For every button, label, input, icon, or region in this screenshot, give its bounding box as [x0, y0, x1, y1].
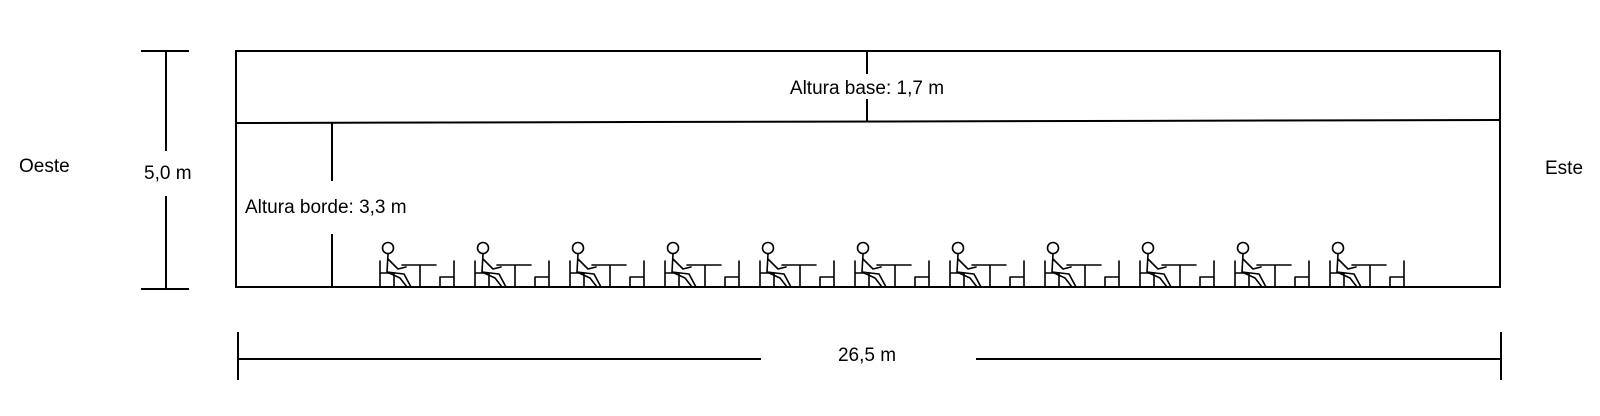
chair: [854, 260, 870, 288]
height-dimension-label: 5,0 m: [144, 163, 192, 184]
chair: [474, 260, 490, 288]
empty-chair: [439, 260, 455, 288]
desk: [876, 264, 912, 288]
empty-chair: [914, 260, 930, 288]
person-body: [671, 253, 697, 288]
seated-person-at-desk-icon: [1329, 241, 1405, 288]
empty-chair: [1199, 260, 1215, 288]
ceiling-slope-line: [235, 119, 1501, 124]
empty-chair: [534, 260, 550, 288]
desk: [591, 264, 627, 288]
person-head: [761, 241, 775, 255]
desk: [686, 264, 722, 288]
chair: [1139, 260, 1155, 288]
person-head: [951, 241, 965, 255]
chair: [1329, 260, 1345, 288]
person-body: [481, 253, 507, 288]
person-head: [381, 241, 395, 255]
empty-chair: [819, 260, 835, 288]
width-dimension-label: 26,5 m: [838, 345, 896, 366]
seated-person-at-desk-icon: [1234, 241, 1310, 288]
person-body: [1241, 253, 1267, 288]
seating-row: [379, 241, 1405, 288]
empty-chair: [1009, 260, 1025, 288]
empty-chair: [629, 260, 645, 288]
empty-chair: [1104, 260, 1120, 288]
desk: [1351, 264, 1387, 288]
seated-person-at-desk-icon: [1044, 241, 1120, 288]
desk: [1256, 264, 1292, 288]
chair: [759, 260, 775, 288]
seated-person-at-desk-icon: [569, 241, 645, 288]
desk: [971, 264, 1007, 288]
person-body: [1336, 253, 1362, 288]
person-body: [861, 253, 887, 288]
person-body: [956, 253, 982, 288]
desk: [1161, 264, 1197, 288]
person-head: [1046, 241, 1060, 255]
chair: [1234, 260, 1250, 288]
person-body: [1051, 253, 1077, 288]
person-head: [666, 241, 680, 255]
edge-height-marker: Altura borde: 3,3 m: [245, 123, 407, 287]
person-body: [386, 253, 412, 288]
person-body: [766, 253, 792, 288]
person-head: [1331, 241, 1345, 255]
chair: [949, 260, 965, 288]
west-label: Oeste: [19, 156, 70, 177]
base-height-marker: Altura base: 1,7 m: [790, 51, 944, 121]
width-dimension: 26,5 m: [237, 332, 1502, 380]
person-head: [1141, 241, 1155, 255]
desk: [1066, 264, 1102, 288]
person-body: [1146, 253, 1172, 288]
seated-person-at-desk-icon: [759, 241, 835, 288]
chair: [569, 260, 585, 288]
height-dimension: 5,0 m: [141, 50, 192, 290]
edge-height-label: Altura borde: 3,3 m: [245, 197, 407, 218]
desk: [781, 264, 817, 288]
east-label: Este: [1545, 158, 1583, 179]
seated-person-at-desk-icon: [474, 241, 550, 288]
desk: [496, 264, 532, 288]
seated-person-at-desk-icon: [854, 241, 930, 288]
person-head: [856, 241, 870, 255]
person-head: [1236, 241, 1250, 255]
seated-person-at-desk-icon: [949, 241, 1025, 288]
person-head: [476, 241, 490, 255]
chair: [379, 260, 395, 288]
person-body: [576, 253, 602, 288]
chair: [664, 260, 680, 288]
seated-person-at-desk-icon: [664, 241, 740, 288]
person-head: [571, 241, 585, 255]
seated-person-at-desk-icon: [379, 241, 455, 288]
empty-chair: [1389, 260, 1405, 288]
seated-person-at-desk-icon: [1139, 241, 1215, 288]
empty-chair: [1294, 260, 1310, 288]
chair: [1044, 260, 1060, 288]
base-height-label: Altura base: 1,7 m: [790, 78, 944, 99]
empty-chair: [724, 260, 740, 288]
desk: [401, 264, 437, 288]
